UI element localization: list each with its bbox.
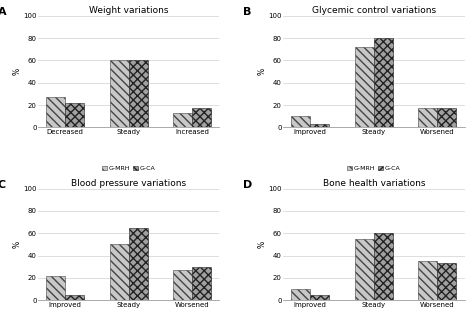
Bar: [65, 295, 84, 300]
Bar: [109, 245, 128, 300]
Bar: [374, 233, 393, 300]
Title: Blood pressure variations: Blood pressure variations: [71, 179, 186, 188]
Text: C: C: [0, 180, 6, 190]
Title: Bone health variations: Bone health variations: [322, 179, 425, 188]
Bar: [291, 116, 310, 127]
Bar: [173, 270, 192, 300]
Y-axis label: %: %: [258, 241, 267, 248]
Bar: [109, 60, 128, 127]
Bar: [128, 60, 148, 127]
Bar: [418, 108, 437, 127]
Text: D: D: [243, 180, 252, 190]
Bar: [192, 267, 211, 300]
Text: B: B: [243, 7, 251, 17]
Y-axis label: %: %: [258, 68, 267, 75]
Title: Weight variations: Weight variations: [89, 6, 168, 15]
Bar: [46, 276, 65, 300]
Text: A: A: [0, 7, 7, 17]
Bar: [437, 264, 456, 300]
Y-axis label: %: %: [13, 68, 22, 75]
Bar: [173, 113, 192, 127]
Bar: [437, 108, 456, 127]
Bar: [192, 108, 211, 127]
Bar: [310, 295, 329, 300]
Bar: [418, 261, 437, 300]
Bar: [65, 103, 84, 127]
Bar: [310, 124, 329, 127]
Bar: [355, 239, 374, 300]
Y-axis label: %: %: [13, 241, 22, 248]
Legend: G-MRH, G-CA: G-MRH, G-CA: [102, 166, 155, 171]
Bar: [355, 47, 374, 127]
Title: Glycemic control variations: Glycemic control variations: [312, 6, 436, 15]
Bar: [291, 289, 310, 300]
Bar: [128, 228, 148, 300]
Bar: [374, 38, 393, 127]
Bar: [46, 97, 65, 127]
Legend: G-MRH, G-CA: G-MRH, G-CA: [347, 166, 401, 171]
